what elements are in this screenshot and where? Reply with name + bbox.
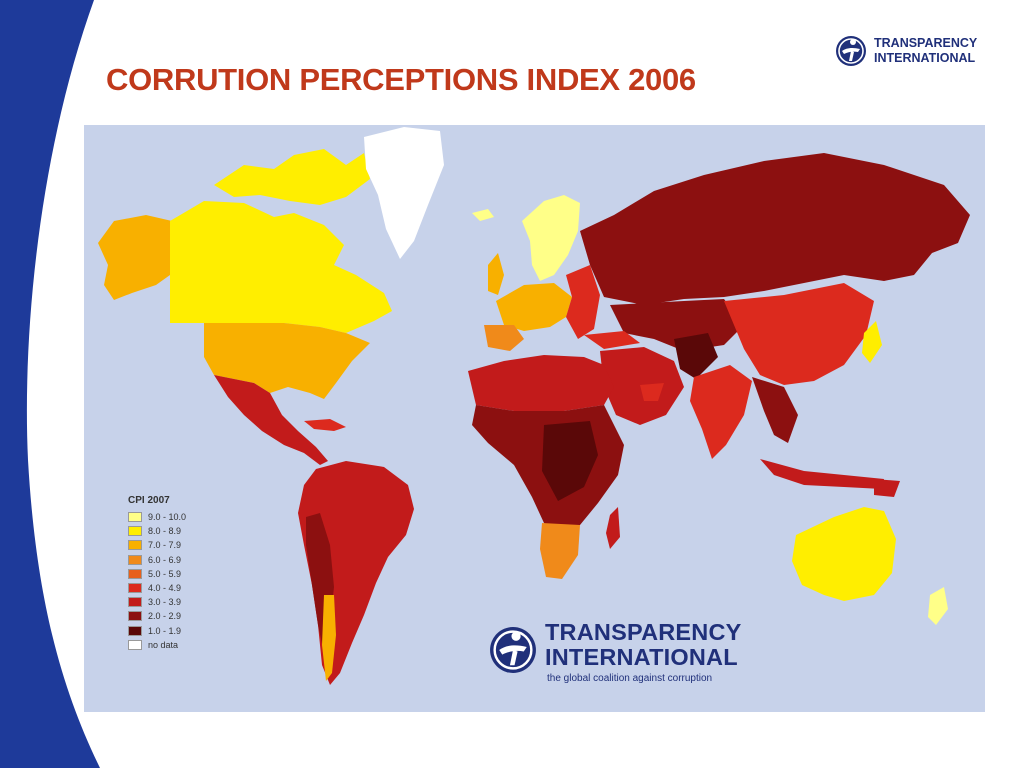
region-afghanistan <box>674 333 718 379</box>
legend-item: 5.0 - 5.9 <box>128 567 186 581</box>
slide-title: CORRUTION PERCEPTIONS INDEX 2006 <box>106 62 696 97</box>
legend-swatch <box>128 526 142 537</box>
region-new-zealand <box>928 587 948 625</box>
legend-item: 2.0 - 2.9 <box>128 609 186 623</box>
region-uk <box>488 253 504 295</box>
legend-swatch <box>128 639 142 650</box>
map-logo-tagline: the global coalition against corruption <box>547 673 713 684</box>
region-turkey <box>584 331 640 349</box>
legend-label: no data <box>148 639 179 650</box>
region-alaska <box>98 215 172 300</box>
header-logo-line2: INTERNATIONAL <box>874 51 976 65</box>
region-madagascar <box>606 507 620 549</box>
region-greenland <box>364 127 444 259</box>
legend-swatch <box>128 583 142 594</box>
region-iceland <box>472 209 494 221</box>
map-legend: CPI 2007 9.0 - 10.0 8.0 - 8.9 7.0 - 7.9 … <box>128 495 186 652</box>
region-canada <box>170 201 392 333</box>
region-india <box>690 365 752 459</box>
map-logo-line2: INTERNATIONAL <box>545 644 738 670</box>
region-mexico-central-america <box>214 375 328 465</box>
region-western-europe <box>496 283 572 331</box>
legend-item: 1.0 - 1.9 <box>128 624 186 638</box>
map-logo-line1: TRANSPARENCY <box>545 619 742 645</box>
region-gulf <box>640 383 664 401</box>
region-iberia <box>484 325 524 351</box>
legend-item: no data <box>128 638 186 652</box>
legend-title: CPI 2007 <box>128 495 170 506</box>
region-southeast-asia <box>752 377 798 443</box>
ti-globe-figure-icon <box>836 36 866 66</box>
region-indonesia <box>760 459 884 489</box>
ti-globe-figure-icon <box>490 627 536 673</box>
region-australia <box>792 507 896 601</box>
region-png <box>874 479 900 497</box>
legend-swatch <box>128 568 142 579</box>
region-north-africa <box>468 355 614 411</box>
legend-label: 4.0 - 4.9 <box>148 583 182 594</box>
legend-label: 5.0 - 5.9 <box>148 568 182 579</box>
region-japan <box>862 321 882 363</box>
legend-item: 9.0 - 10.0 <box>128 510 186 524</box>
legend-label: 8.0 - 8.9 <box>148 526 182 537</box>
region-china <box>724 283 874 385</box>
header-logo: TRANSPARENCY INTERNATIONAL <box>834 32 1004 74</box>
legend-label: 3.0 - 3.9 <box>148 597 182 608</box>
map-logo: TRANSPARENCY INTERNATIONAL the global co… <box>487 620 787 690</box>
region-arctic-islands <box>214 149 370 205</box>
legend-swatch <box>128 512 142 523</box>
region-russia <box>580 153 970 305</box>
legend-swatch <box>128 597 142 608</box>
legend-label: 6.0 - 6.9 <box>148 554 182 565</box>
region-central-asia <box>610 299 744 351</box>
legend-swatch <box>128 554 142 565</box>
legend-label: 1.0 - 1.9 <box>148 625 182 636</box>
slide-side-band <box>0 0 100 768</box>
header-logo-line1: TRANSPARENCY <box>874 36 978 50</box>
region-southern-africa <box>540 523 580 579</box>
region-eastern-europe <box>566 265 600 339</box>
legend-swatch <box>128 611 142 622</box>
region-usa <box>204 323 370 399</box>
legend-item: 4.0 - 4.9 <box>128 581 186 595</box>
legend-item: 8.0 - 8.9 <box>128 524 186 538</box>
legend-item: 6.0 - 6.9 <box>128 553 186 567</box>
region-caribbean <box>304 419 346 431</box>
region-scandinavia <box>522 195 580 281</box>
world-map-graphic <box>98 127 970 685</box>
legend-item: 3.0 - 3.9 <box>128 595 186 609</box>
legend-swatch <box>128 625 142 636</box>
legend-swatch <box>128 540 142 551</box>
legend-label: 2.0 - 2.9 <box>148 611 182 622</box>
legend-item: 7.0 - 7.9 <box>128 538 186 552</box>
legend-label: 7.0 - 7.9 <box>148 540 182 551</box>
legend-label: 9.0 - 10.0 <box>148 512 187 523</box>
world-map: CPI 2007 9.0 - 10.0 8.0 - 8.9 7.0 - 7.9 … <box>84 125 985 712</box>
region-chile <box>322 595 336 681</box>
region-sudan-congo <box>542 421 598 501</box>
